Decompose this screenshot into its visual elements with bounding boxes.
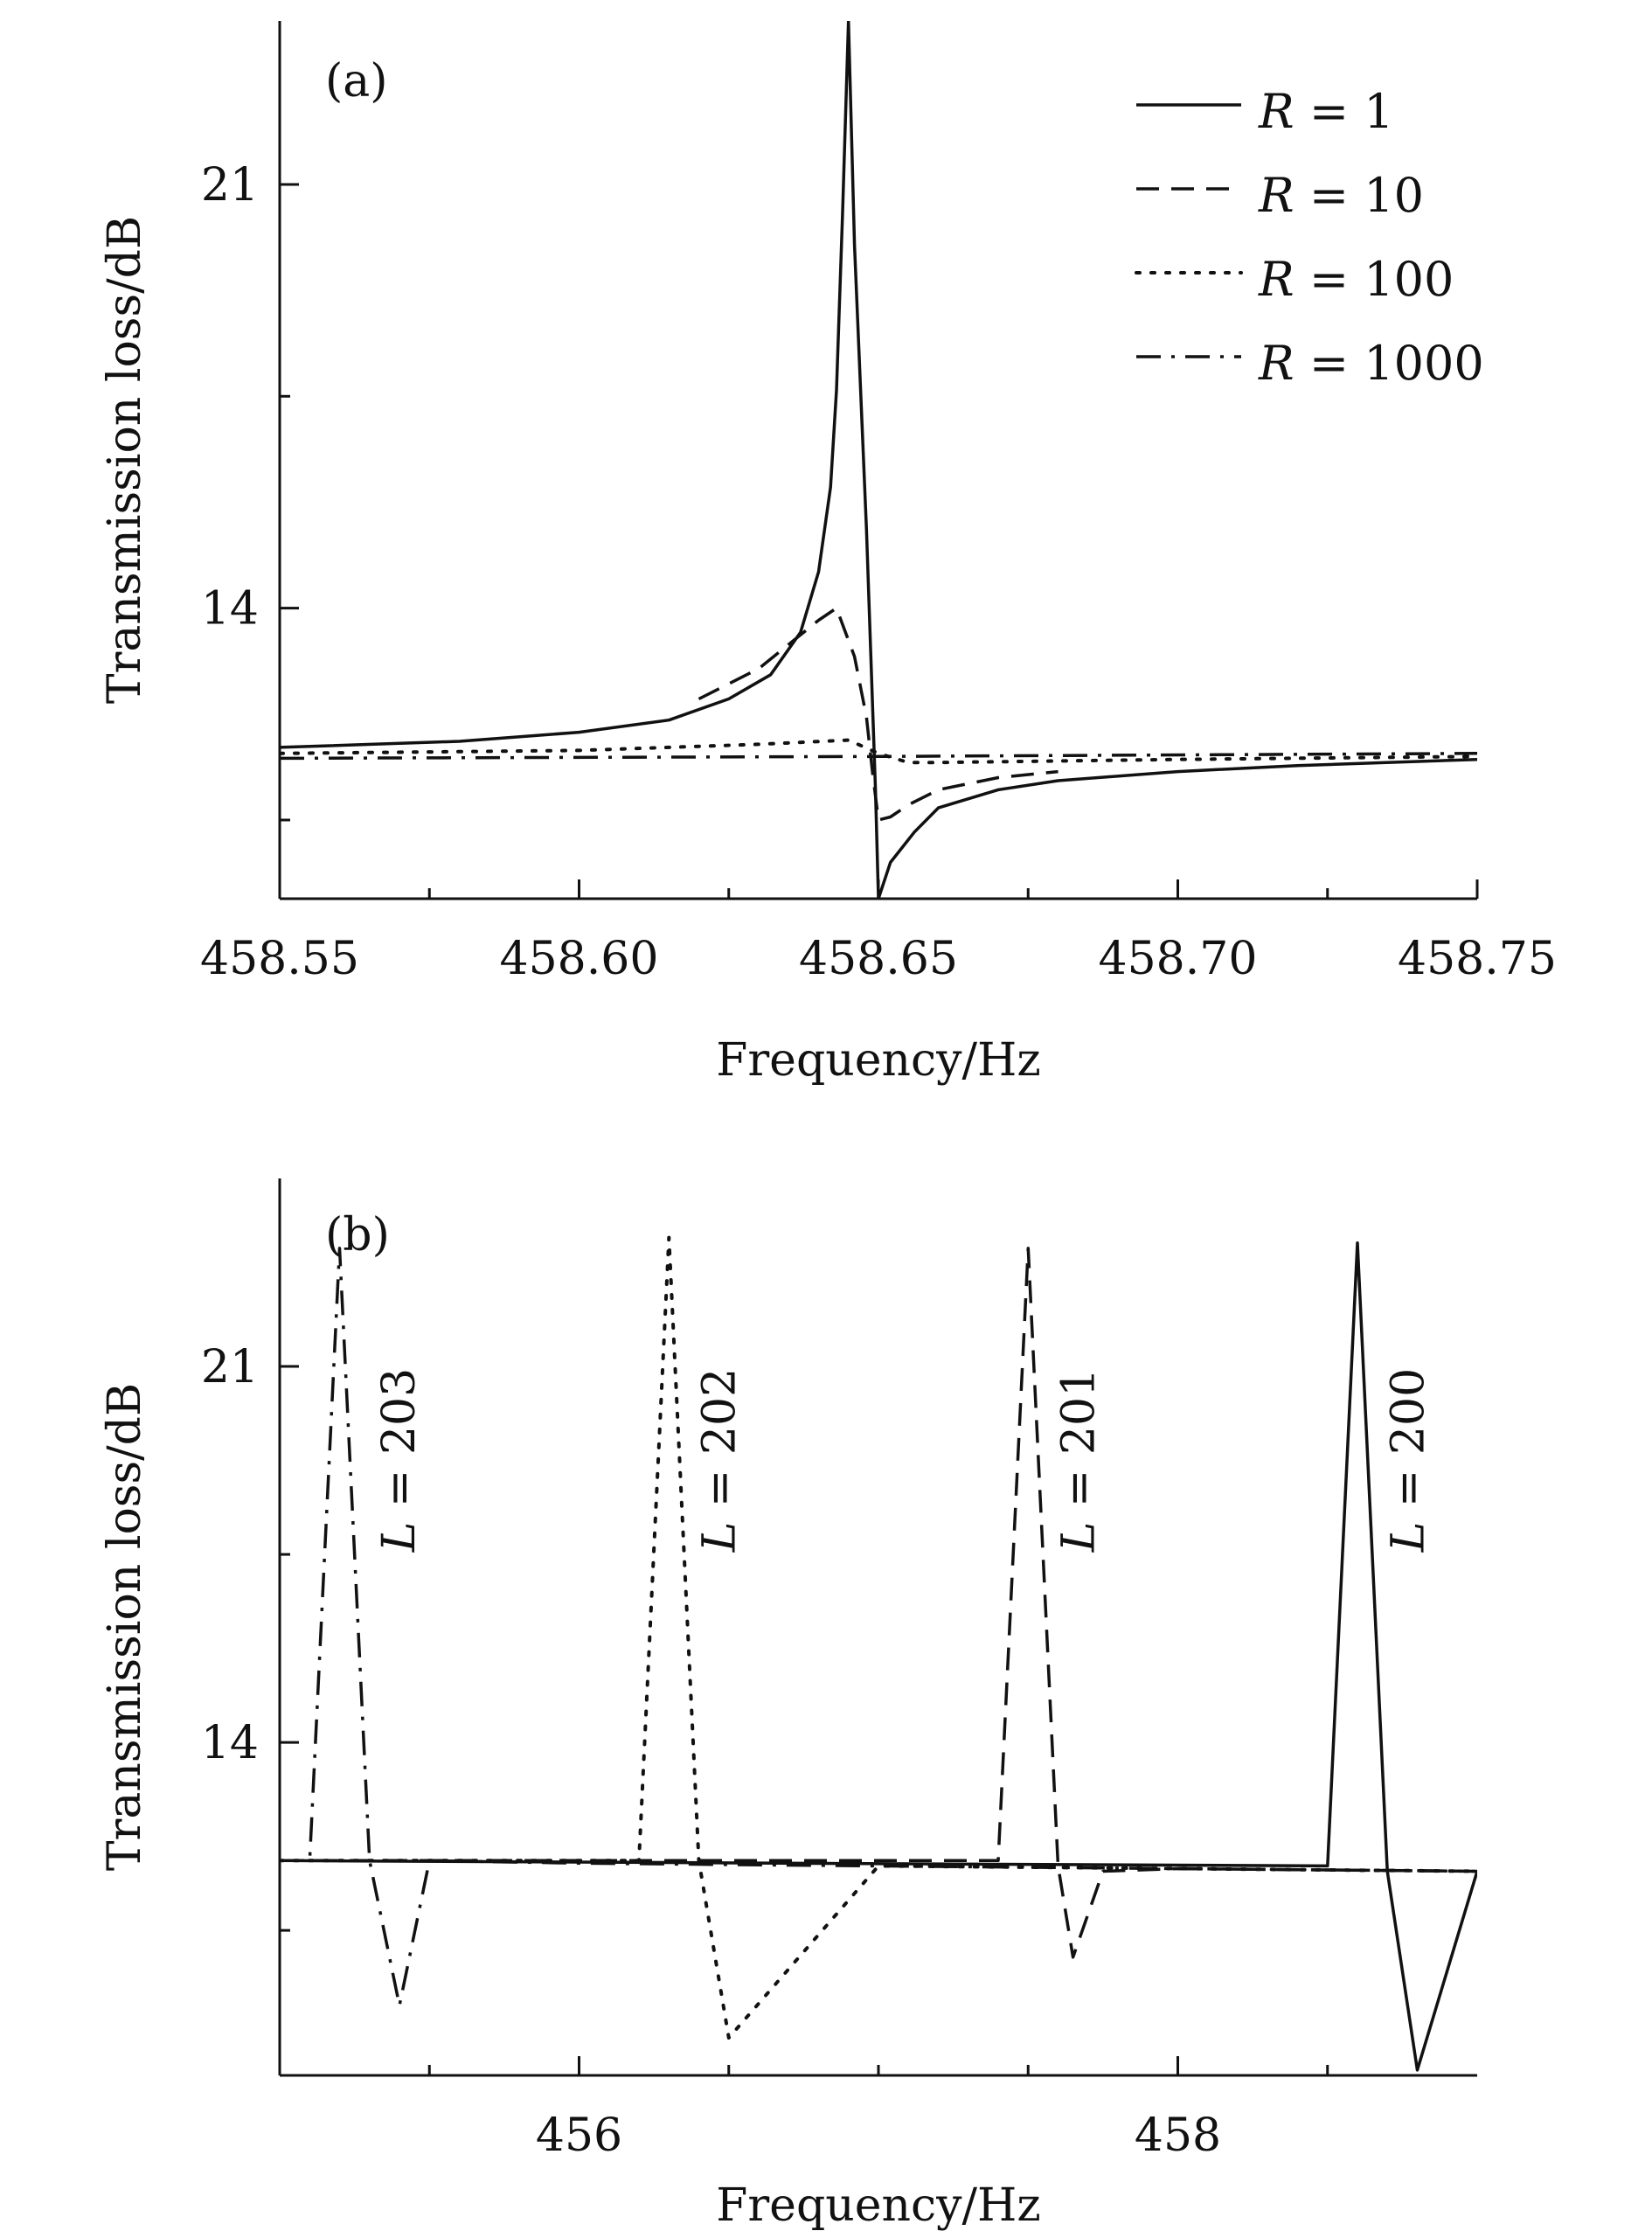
- y-tick-label: 14: [201, 583, 259, 636]
- x-tick-label: 458.65: [799, 933, 958, 985]
- legend-eq: = 1000: [1295, 336, 1484, 391]
- series-line-2: [280, 1247, 1477, 1959]
- legend-entry-1: R = 10: [1258, 168, 1424, 223]
- series-label-eq: = 203: [373, 1368, 426, 1522]
- legend-eq: = 10: [1295, 168, 1424, 223]
- legend-entry-3: R = 1000: [1258, 336, 1484, 391]
- series-label-eq: = 200: [1382, 1368, 1434, 1522]
- panel-label: (b): [325, 1209, 390, 1261]
- series-label: L = 202: [694, 1368, 746, 1553]
- y-axis-title: Transmission loss/dB: [99, 1383, 151, 1871]
- series-line-0: [280, 21, 1477, 899]
- series-line-3: [280, 1241, 1477, 2072]
- legend-eq: = 100: [1295, 252, 1454, 307]
- legend-eq: = 1: [1295, 84, 1394, 139]
- series-line-1: [698, 606, 1059, 822]
- series-label-var: L: [1053, 1522, 1106, 1553]
- x-axis-title: Frequency/Hz: [716, 1034, 1041, 1087]
- legend-var: R: [1258, 252, 1295, 307]
- panel-label: (a): [325, 55, 388, 108]
- y-tick-label: 21: [201, 159, 259, 212]
- series-label-var: L: [694, 1522, 746, 1553]
- legend-entry-0: R = 1: [1258, 84, 1394, 139]
- x-tick-label: 458.70: [1099, 933, 1258, 985]
- x-tick-label: 456: [536, 2109, 622, 2162]
- y-axis-title: Transmission loss/dB: [99, 216, 151, 704]
- series-label-var: L: [1382, 1522, 1434, 1553]
- x-tick-label: 458.75: [1398, 933, 1557, 985]
- legend-var: R: [1258, 84, 1295, 139]
- series-line-3: [280, 752, 1477, 761]
- series-line-2: [280, 738, 1477, 765]
- x-tick-label: 458.60: [500, 933, 659, 985]
- series-label-eq: = 202: [694, 1368, 746, 1522]
- legend-entry-2: R = 100: [1258, 252, 1454, 307]
- x-tick-label: 458: [1135, 2109, 1221, 2162]
- series-group: [280, 21, 1477, 899]
- x-tick-label: 458.55: [200, 933, 359, 985]
- series-label: L = 200: [1382, 1368, 1434, 1553]
- y-tick-label: 21: [201, 1341, 259, 1394]
- legend-var: R: [1258, 168, 1295, 223]
- series-label: L = 201: [1053, 1368, 1106, 1553]
- series-label: L = 203: [373, 1368, 426, 1553]
- panel-a: 458.55 458.60 458.65 458.70 458.75 14 21 Freque…: [99, 21, 1557, 1087]
- series-line-0: [280, 1247, 1477, 2007]
- series-label-eq: = 201: [1053, 1368, 1106, 1522]
- y-tick-label: 14: [201, 1717, 259, 1769]
- legend-var: R: [1258, 336, 1295, 391]
- series-group: [280, 1235, 1477, 2072]
- series-label-var: L: [373, 1522, 426, 1553]
- panel-b: 456 458 14 21 Frequency/Hz Transmission loss/…: [99, 1178, 1477, 2231]
- x-axis-title: Frequency/Hz: [716, 2179, 1041, 2231]
